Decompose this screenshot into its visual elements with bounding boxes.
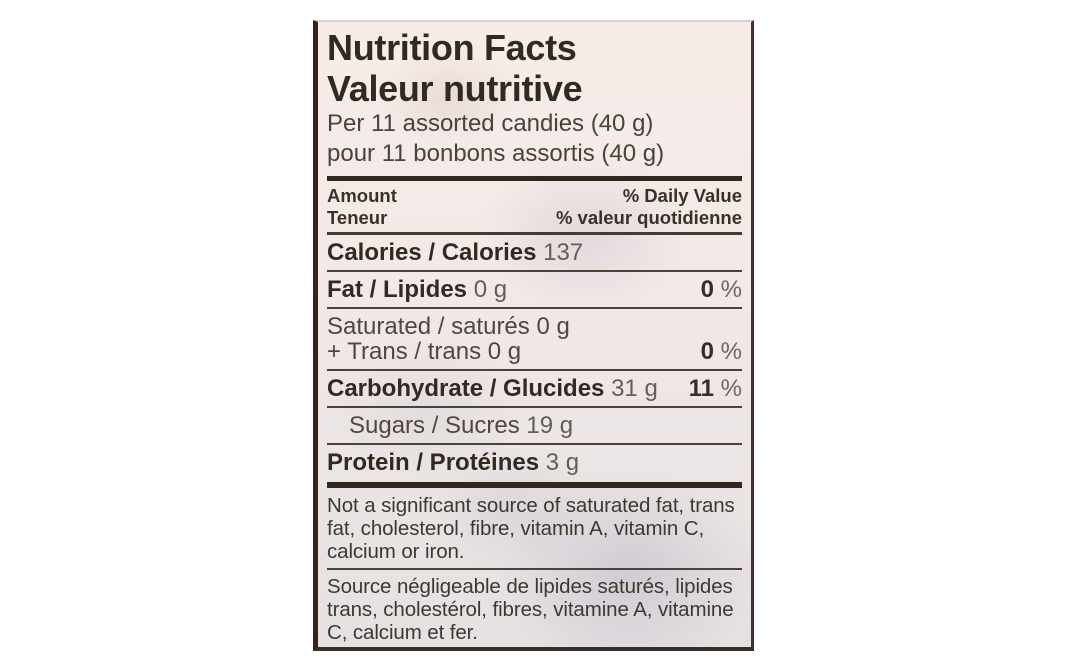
divider-heavy-top bbox=[327, 176, 742, 181]
carbohydrate-daily-value: 11 % bbox=[689, 376, 742, 401]
daily-value-header: % Daily Value % valeur quotidienne bbox=[556, 185, 742, 229]
saturated-trans-daily-value: 0 % bbox=[701, 339, 742, 364]
divider bbox=[327, 443, 742, 445]
fat-row: Fat / Lipides 0 g 0 % bbox=[327, 272, 742, 307]
carbohydrate-label: Carbohydrate / Glucides bbox=[327, 375, 605, 402]
divider-footnote bbox=[327, 568, 742, 570]
protein-label: Protein / Protéines bbox=[327, 449, 540, 476]
saturated-dv-number: 0 bbox=[700, 338, 714, 365]
title-valeur-nutritive: Valeur nutritive bbox=[327, 68, 583, 109]
footnote-fr: Source négligeable de lipides saturés, l… bbox=[327, 575, 734, 644]
saturated-line: Saturated / saturés 0 g bbox=[327, 313, 570, 340]
fat-dv-unit: % bbox=[720, 276, 742, 303]
calories-text: Calories / Calories 137 bbox=[327, 240, 583, 265]
fat-daily-value: 0 % bbox=[701, 277, 742, 302]
fat-text: Fat / Lipides 0 g bbox=[327, 277, 507, 302]
carbohydrate-text: Carbohydrate / Glucides 31 g bbox=[327, 376, 658, 401]
protein-value: 3 g bbox=[545, 449, 580, 476]
amount-label-fr: Teneur bbox=[327, 207, 388, 228]
saturated-trans-text: Saturated / saturés 0 g + Trans / trans … bbox=[327, 314, 570, 364]
divider bbox=[327, 406, 742, 408]
amount-label-en: Amount bbox=[327, 185, 397, 206]
daily-value-label-fr: % valeur quotidienne bbox=[555, 207, 742, 228]
divider bbox=[327, 369, 742, 371]
sugars-text: Sugars / Sucres 19 g bbox=[349, 413, 573, 438]
divider bbox=[327, 270, 742, 272]
sugars-label: Sugars / Sucres bbox=[349, 412, 520, 439]
protein-row: Protein / Protéines 3 g bbox=[327, 445, 742, 480]
fat-dv-number: 0 bbox=[700, 276, 714, 303]
calories-row: Calories / Calories 137 bbox=[327, 235, 742, 270]
carbohydrate-dv-unit: % bbox=[720, 375, 742, 402]
divider-heavy-bottom bbox=[327, 482, 742, 488]
carbohydrate-dv-number: 11 bbox=[688, 375, 714, 402]
divider bbox=[327, 307, 742, 309]
sugars-value: 19 g bbox=[526, 412, 574, 439]
serving-size-fr: pour 11 bonbons assortis (40 g) bbox=[327, 140, 665, 167]
serving-size-en: Per 11 assorted candies (40 g) bbox=[327, 110, 654, 137]
saturated-trans-row: Saturated / saturés 0 g + Trans / trans … bbox=[327, 309, 742, 369]
amount-header: Amount Teneur bbox=[327, 185, 397, 229]
calories-label: Calories / Calories bbox=[327, 239, 537, 266]
trans-line: + Trans / trans 0 g bbox=[327, 338, 522, 365]
protein-text: Protein / Protéines 3 g bbox=[327, 450, 579, 475]
saturated-dv-unit: % bbox=[720, 338, 742, 365]
daily-value-label-en: % Daily Value bbox=[622, 185, 742, 206]
title-nutrition-facts: Nutrition Facts bbox=[327, 27, 577, 68]
footnote-en: Not a significant source of saturated fa… bbox=[327, 494, 735, 563]
calories-value: 137 bbox=[543, 239, 584, 266]
sugars-row: Sugars / Sucres 19 g bbox=[327, 408, 742, 443]
amount-daily-value-header: Amount Teneur % Daily Value % valeur quo… bbox=[327, 185, 742, 229]
carbohydrate-row: Carbohydrate / Glucides 31 g 11 % bbox=[327, 371, 742, 406]
divider-header bbox=[327, 232, 742, 235]
fat-label: Fat / Lipides bbox=[327, 276, 468, 303]
fat-value: 0 g bbox=[473, 276, 508, 303]
nutrition-label-panel: Nutrition Facts Valeur nutritive Per 11 … bbox=[313, 20, 754, 651]
carbohydrate-value: 31 g bbox=[611, 375, 658, 402]
